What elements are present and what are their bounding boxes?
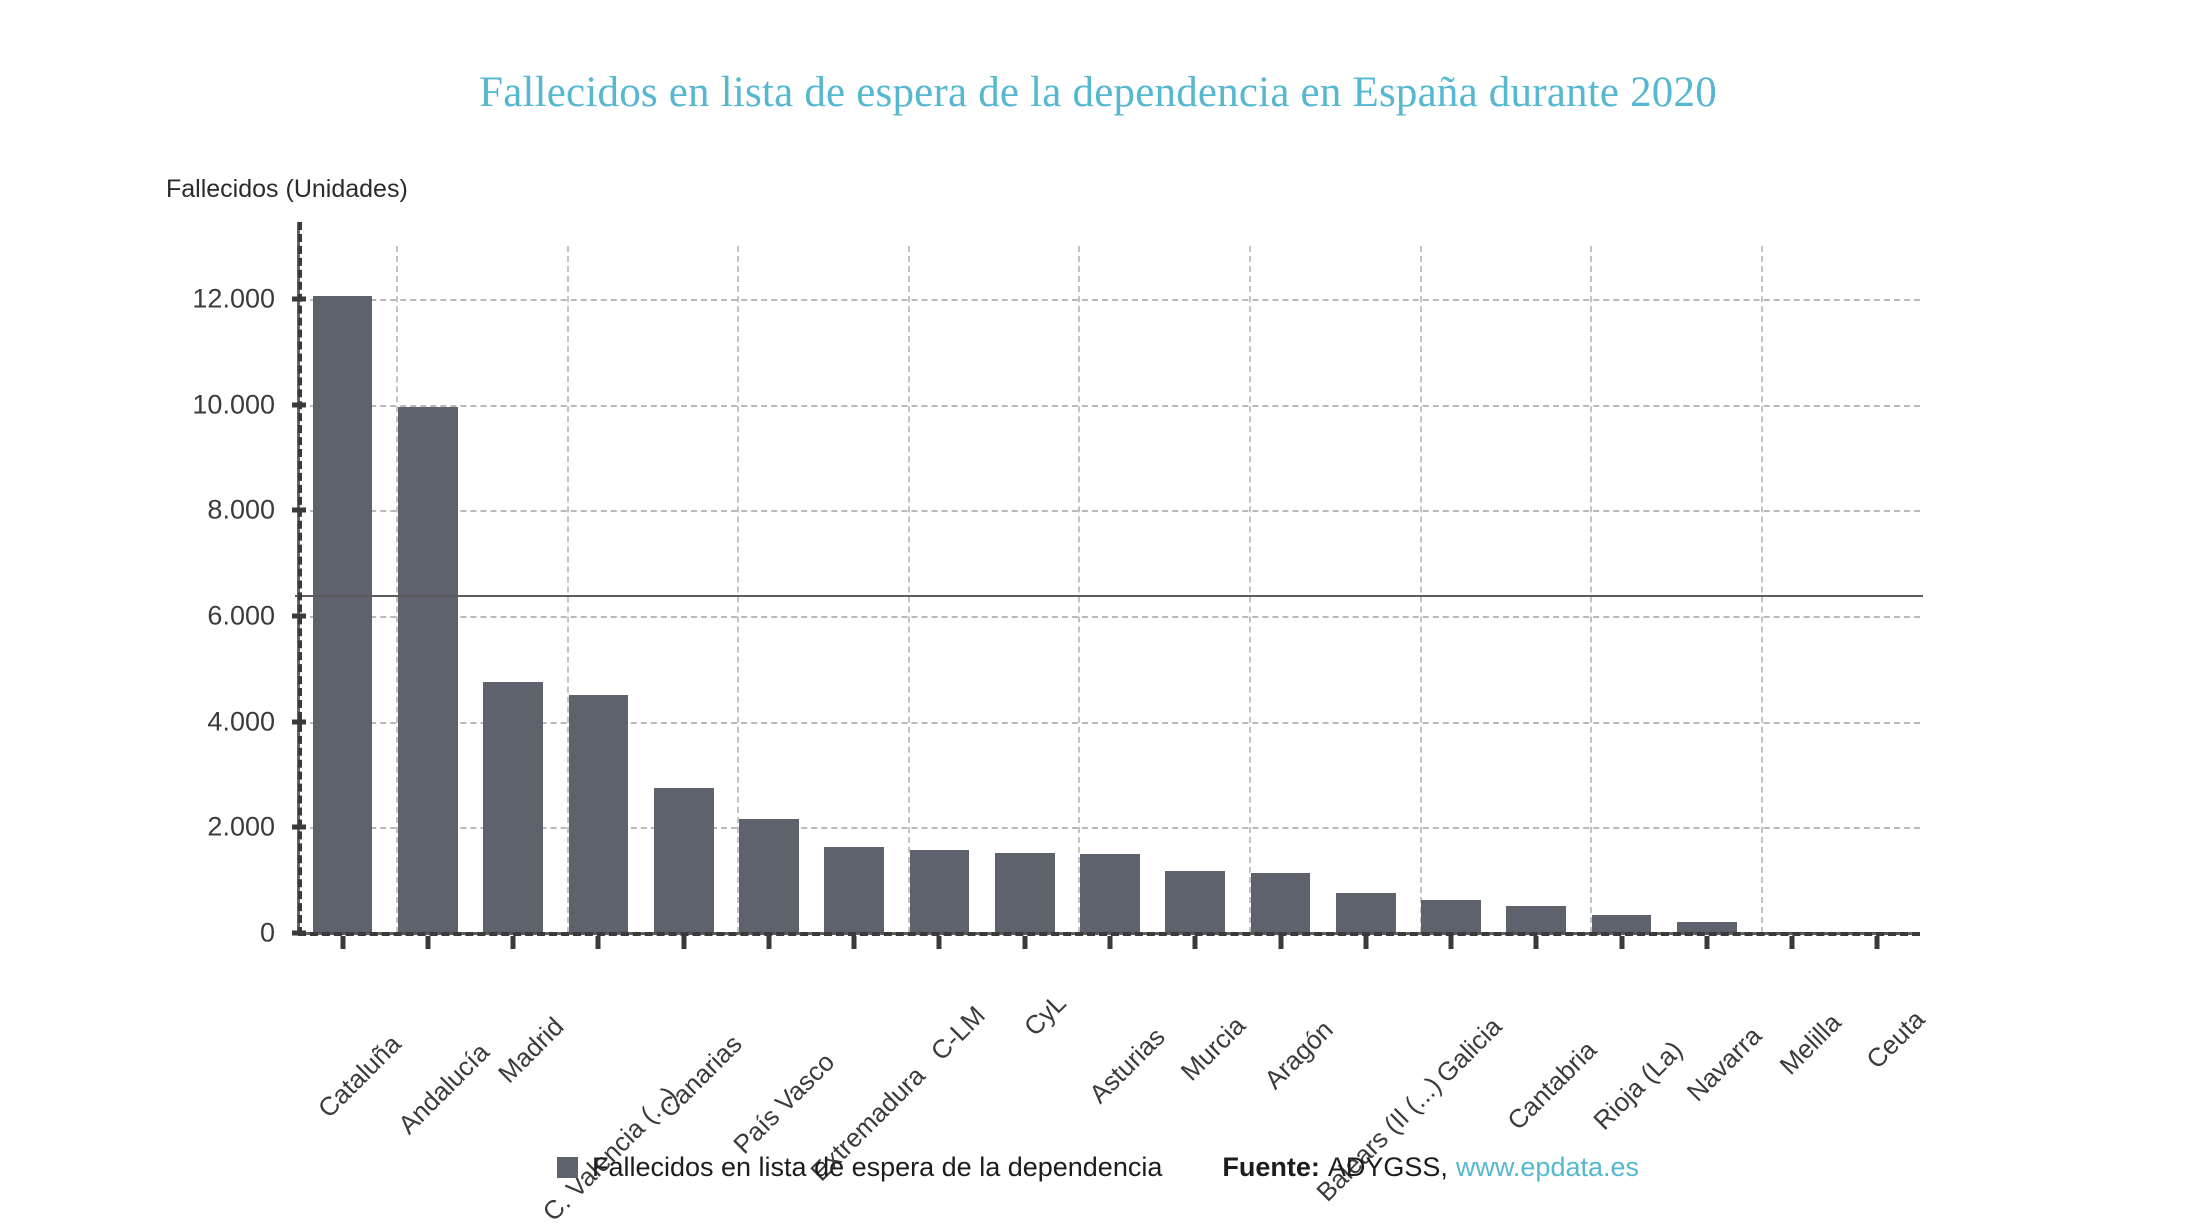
x-tick-mark bbox=[1022, 936, 1028, 949]
gridline-horizontal bbox=[300, 404, 1920, 407]
x-tick-mark bbox=[766, 936, 772, 949]
x-tick-label: Ceuta bbox=[1860, 1004, 1931, 1075]
y-tick-label: 12.000 bbox=[192, 283, 275, 314]
bar[interactable] bbox=[312, 296, 373, 933]
x-tick-label: Cataluña bbox=[311, 1028, 407, 1124]
x-tick-mark bbox=[1363, 936, 1369, 949]
bar[interactable] bbox=[568, 695, 629, 933]
x-tick-label: Aragón bbox=[1257, 1014, 1339, 1095]
bar[interactable] bbox=[398, 407, 458, 933]
x-tick-mark bbox=[425, 936, 431, 949]
x-tick-mark bbox=[510, 936, 516, 949]
x-tick-mark bbox=[1107, 936, 1113, 949]
x-tick-label: Galicia bbox=[1430, 1011, 1508, 1089]
gridline-vertical bbox=[737, 246, 740, 933]
y-tick-mark bbox=[292, 613, 306, 619]
source-organization: ADYGSS, bbox=[1327, 1152, 1448, 1182]
source-prefix-label: Fuente: bbox=[1222, 1152, 1320, 1182]
bar[interactable] bbox=[483, 681, 543, 933]
chart-footer: Fallecidos en lista de espera de la depe… bbox=[0, 1152, 2196, 1183]
y-tick-mark bbox=[292, 719, 306, 725]
gridline-vertical bbox=[1590, 246, 1593, 933]
page-title: Fallecidos en lista de espera de la depe… bbox=[479, 69, 1717, 116]
y-tick-label: 0 bbox=[259, 917, 275, 948]
gridline-vertical bbox=[1760, 246, 1763, 933]
bar[interactable] bbox=[1421, 900, 1481, 933]
y-tick-label: 2.000 bbox=[207, 811, 275, 842]
gridline-horizontal bbox=[300, 615, 1920, 618]
source-attribution: Fuente: ADYGSS, www.epdata.es bbox=[1222, 1152, 1639, 1183]
y-axis-spine-dashes bbox=[298, 222, 302, 935]
bar[interactable] bbox=[824, 847, 885, 933]
x-tick-mark bbox=[1448, 936, 1454, 949]
y-tick-label: 10.000 bbox=[192, 389, 275, 420]
source-link[interactable]: www.epdata.es bbox=[1455, 1152, 1640, 1182]
legend-label: Fallecidos en lista de espera de la depe… bbox=[591, 1152, 1163, 1182]
y-axis-tick-labels: 0 2.000 4.000 6.000 8.000 10.000 12.000 bbox=[0, 246, 275, 947]
x-tick-label: Murcia bbox=[1174, 1010, 1252, 1087]
x-tick-mark bbox=[1704, 936, 1710, 949]
y-tick-mark bbox=[292, 296, 306, 302]
gridline-horizontal bbox=[300, 721, 1920, 724]
legend-item[interactable]: Fallecidos en lista de espera de la depe… bbox=[556, 1152, 1163, 1183]
bar[interactable] bbox=[1335, 893, 1396, 933]
gridline-horizontal bbox=[300, 298, 1920, 301]
gridline-horizontal bbox=[300, 827, 1920, 830]
bar[interactable] bbox=[1677, 922, 1737, 933]
y-tick-mark bbox=[292, 507, 306, 513]
x-tick-mark bbox=[340, 936, 346, 949]
bar[interactable] bbox=[1591, 915, 1652, 933]
y-tick-label: 6.000 bbox=[207, 600, 275, 631]
plot-area bbox=[295, 246, 1923, 935]
y-tick-mark bbox=[292, 930, 306, 936]
x-tick-mark bbox=[851, 936, 857, 949]
x-tick-label: País Vasco bbox=[727, 1046, 841, 1160]
x-tick-mark bbox=[1278, 936, 1284, 949]
y-tick-mark bbox=[292, 402, 306, 408]
y-tick-label: 4.000 bbox=[207, 706, 275, 737]
y-tick-label: 8.000 bbox=[207, 494, 275, 525]
x-tick-mark bbox=[1192, 936, 1198, 949]
x-axis-spine-dashes bbox=[298, 932, 1920, 936]
bar[interactable] bbox=[1506, 906, 1567, 933]
gridline-vertical bbox=[396, 246, 399, 933]
x-tick-mark bbox=[681, 936, 687, 949]
x-tick-label: Melilla bbox=[1773, 1007, 1847, 1081]
bar[interactable] bbox=[739, 819, 799, 933]
y-tick-mark bbox=[292, 824, 306, 830]
x-tick-mark bbox=[936, 936, 942, 949]
x-tick-mark bbox=[595, 936, 601, 949]
gridline-vertical bbox=[1078, 246, 1081, 933]
x-tick-mark bbox=[1789, 936, 1795, 949]
bar[interactable] bbox=[653, 787, 714, 933]
bar[interactable] bbox=[1080, 854, 1140, 933]
x-tick-mark bbox=[1533, 936, 1539, 949]
bar[interactable] bbox=[1250, 872, 1311, 933]
y-axis-caption: Fallecidos (Unidades) bbox=[166, 175, 408, 203]
reference-line bbox=[295, 594, 1923, 597]
gridline-vertical bbox=[1419, 246, 1422, 933]
gridline-vertical bbox=[907, 246, 910, 933]
gridline-vertical bbox=[1248, 246, 1251, 933]
legend-color-swatch bbox=[556, 1157, 578, 1178]
gridline-horizontal bbox=[300, 510, 1920, 513]
gridline-vertical bbox=[566, 246, 569, 933]
x-tick-mark bbox=[1874, 936, 1880, 949]
x-tick-mark bbox=[1619, 936, 1625, 949]
x-tick-label: CyL bbox=[1017, 987, 1072, 1042]
bar[interactable] bbox=[909, 849, 970, 933]
bar[interactable] bbox=[994, 852, 1055, 933]
bar[interactable] bbox=[1165, 870, 1226, 933]
